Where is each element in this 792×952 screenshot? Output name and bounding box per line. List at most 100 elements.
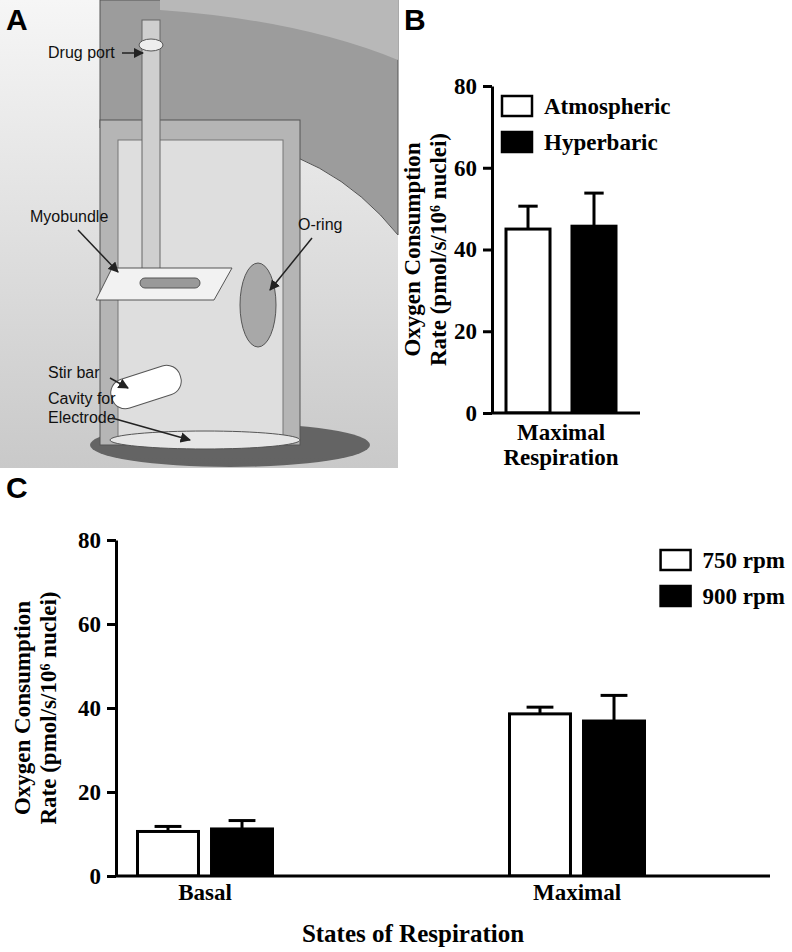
- arrow: [270, 238, 312, 290]
- diagram-label-line: O-ring: [298, 216, 342, 233]
- x-tick-label-line: Respiration: [504, 445, 619, 470]
- panel-label: C: [6, 471, 28, 504]
- stir-bar: [107, 362, 185, 413]
- myobundle: [140, 278, 200, 288]
- myobundle-platform: [96, 268, 232, 300]
- error-bar-cap: [584, 192, 603, 195]
- x-axis-line: [116, 875, 770, 878]
- error-bar-stem: [527, 206, 530, 229]
- arrow: [122, 52, 143, 54]
- y-axis-title: Oxygen Consumption: [10, 601, 35, 815]
- y-tick: 80: [78, 528, 116, 553]
- error-bar-cap: [601, 694, 628, 697]
- y-tick: 20: [454, 319, 492, 344]
- y-tick-label: 20: [454, 319, 477, 344]
- y-tick-mark: [483, 249, 492, 252]
- error-bar: [601, 695, 628, 721]
- y-tick-mark: [483, 167, 492, 170]
- y-tick: 40: [454, 237, 492, 262]
- diagram-label-line: Myobundle: [30, 208, 108, 225]
- error-bar-cap: [518, 205, 537, 208]
- y-tick-label: 20: [78, 780, 101, 805]
- o-ring: [240, 263, 276, 347]
- x-tick-label: Basal: [178, 880, 232, 905]
- x-tick-label-line: Maximal: [517, 420, 605, 445]
- y-tick-label: 60: [454, 156, 477, 181]
- y-tick-label: 0: [90, 864, 102, 889]
- diagram-label-line: Cavity for: [48, 390, 116, 407]
- bar: [584, 721, 645, 876]
- x-tick-label: Maximal: [533, 880, 621, 905]
- y-tick-label: 0: [466, 401, 478, 426]
- legend-label: 900 rpm: [703, 584, 785, 609]
- panel-label: A: [6, 3, 28, 36]
- drug-port-channel: [142, 20, 160, 282]
- plot-marks: [138, 695, 645, 876]
- electrode-cavity: [110, 431, 300, 449]
- y-tick-mark: [107, 875, 116, 878]
- y-tick-mark: [483, 85, 492, 88]
- legend: 750 rpm 900 rpm: [661, 548, 785, 609]
- y-axis: 0 20 40 60 80: [78, 528, 117, 889]
- funnel-face: [160, 0, 398, 60]
- x-tick-label: MaximalRespiration: [504, 420, 619, 470]
- legend-item: 900 rpm: [661, 584, 785, 609]
- x-tick-label-line: Basal: [178, 880, 232, 905]
- legend-swatch: [502, 96, 532, 116]
- legend-label: Hyperbaric: [544, 130, 658, 155]
- y-tick-mark: [107, 791, 116, 794]
- error-bar: [518, 206, 537, 229]
- y-axis-title: Oxygen Consumption: [400, 142, 425, 356]
- diagram-label: Drug port: [48, 44, 115, 61]
- error-bar: [527, 707, 554, 714]
- bar: [506, 229, 550, 413]
- y-tick-mark: [107, 539, 116, 542]
- bar: [138, 831, 199, 876]
- y-tick-mark: [483, 330, 492, 333]
- bar: [572, 226, 616, 413]
- error-bar-cap: [155, 825, 182, 828]
- error-bar: [229, 821, 256, 829]
- bar: [510, 714, 571, 876]
- y-axis-title: Rate (pmol/s/10⁶ nuclei): [36, 591, 61, 824]
- y-tick-label: 60: [78, 612, 101, 637]
- error-bar-stem: [613, 695, 616, 721]
- y-tick-label: 40: [454, 237, 477, 262]
- x-axis: [492, 413, 640, 414]
- diagram-label: Cavity for Electrode: [48, 390, 116, 426]
- error-bar-cap: [527, 706, 554, 709]
- legend-item: Hyperbaric: [502, 130, 658, 155]
- diagram-label-line: Stir bar: [48, 364, 100, 381]
- bar: [212, 829, 273, 876]
- diagram-label-line: Electrode: [48, 409, 116, 426]
- y-tick: 80: [454, 74, 492, 99]
- legend-label: Atmospheric: [544, 94, 670, 119]
- diagram-label: Myobundle: [30, 208, 108, 225]
- y-tick: 60: [454, 156, 492, 181]
- legend-item: 750 rpm: [661, 548, 785, 573]
- plot-marks: [506, 193, 616, 413]
- y-tick-label: 80: [454, 74, 477, 99]
- error-bar: [155, 826, 182, 831]
- error-bar-cap: [229, 819, 256, 822]
- legend-swatch: [661, 550, 691, 570]
- y-tick-mark: [483, 412, 492, 415]
- legend: Atmospheric Hyperbaric: [502, 94, 670, 155]
- y-tick: 0: [90, 864, 117, 889]
- error-bar-stem: [592, 193, 595, 226]
- diagram-label: Stir bar: [48, 364, 100, 381]
- arrow: [110, 378, 128, 388]
- y-axis: 0 20 40 60 80: [454, 74, 493, 426]
- y-tick-label: 40: [78, 696, 101, 721]
- panel-a: A Drug port Myobundle O-ring Stir bar Cavity …: [0, 0, 398, 468]
- legend-label: 750 rpm: [703, 548, 785, 573]
- y-tick-label: 80: [78, 528, 101, 553]
- y-tick: 40: [78, 696, 116, 721]
- arrow: [78, 230, 118, 272]
- drug-port-opening: [139, 39, 163, 51]
- y-axis-title: Rate (pmol/s/10⁶ nuclei): [426, 133, 451, 366]
- arrow: [112, 418, 190, 440]
- x-axis: [116, 876, 770, 877]
- x-axis-line: [492, 412, 640, 415]
- x-tick-label-line: Maximal: [533, 880, 621, 905]
